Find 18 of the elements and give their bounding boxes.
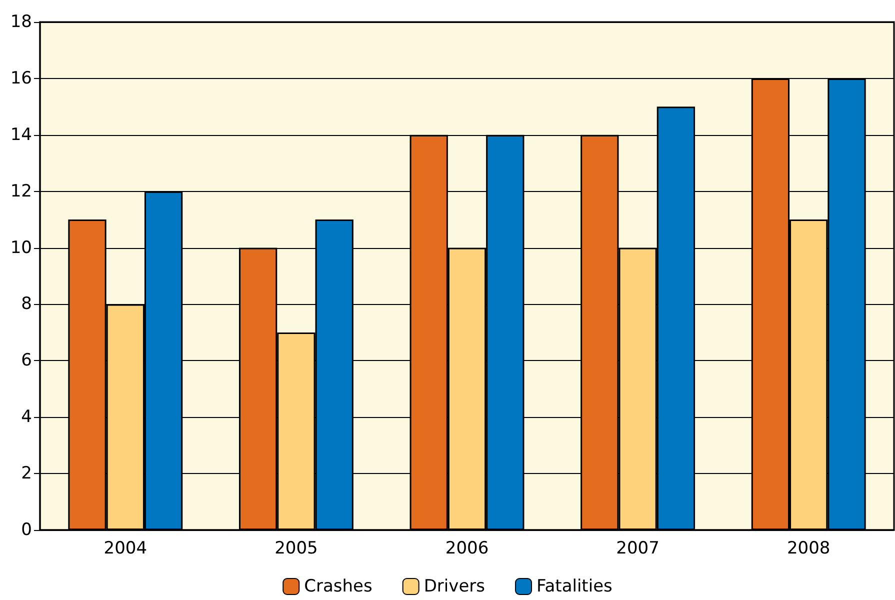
legend-label: Drivers [424, 576, 486, 596]
x-tick-label: 2004 [104, 538, 148, 558]
y-tick-label: 6 [21, 350, 32, 371]
y-tick-label: 12 [10, 181, 32, 202]
y-tick-label: 4 [21, 407, 32, 428]
y-tick-label: 0 [21, 520, 32, 540]
legend-label: Crashes [304, 576, 372, 596]
legend-label: Fatalities [536, 576, 613, 596]
x-tick-label: 2008 [786, 538, 830, 558]
y-tick-label: 14 [10, 124, 32, 145]
y-tick-label: 8 [21, 294, 32, 314]
y-tick-label: 16 [10, 68, 32, 88]
y-tick-label: 10 [10, 238, 32, 258]
x-tick-label: 2006 [445, 538, 489, 558]
x-tick-label: 2005 [274, 538, 318, 558]
y-tick-label: 2 [21, 464, 32, 484]
x-tick-label: 2007 [616, 538, 660, 558]
y-tick-label: 18 [10, 12, 32, 32]
